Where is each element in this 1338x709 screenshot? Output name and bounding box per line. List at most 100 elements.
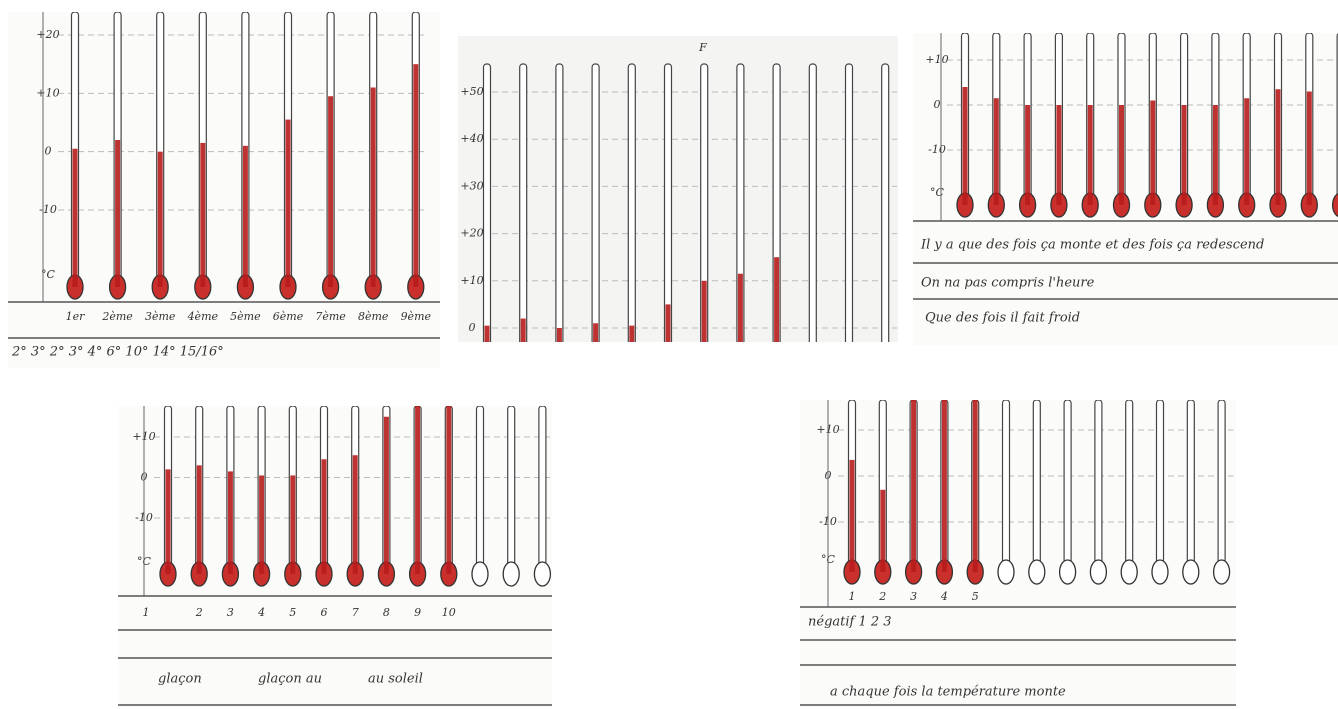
thermometer-tube (1126, 400, 1133, 572)
y-tick-label: +10 (36, 86, 59, 99)
y-tick-label: -10 (39, 203, 57, 216)
thermometer-label: 4ème (187, 310, 219, 323)
mercury (197, 465, 202, 574)
y-tick-label: 0 (934, 98, 941, 111)
mercury (485, 326, 490, 342)
thermometer-label: 8 (383, 606, 390, 619)
thermometer-tube (1003, 400, 1010, 572)
mercury (942, 400, 947, 572)
thermometer-label: 2 (878, 590, 886, 603)
handwritten-note: On na pas compris l'heure (921, 276, 1095, 291)
thermometer-tube (628, 64, 635, 342)
thermometer-label: 3 (910, 590, 917, 603)
thermometer-bulb (998, 560, 1014, 584)
thermometer-label: 10 (442, 606, 456, 619)
mercury (1276, 89, 1281, 205)
mercury (880, 490, 885, 572)
thermometer-label: 6 (321, 606, 328, 619)
mercury (1182, 105, 1187, 205)
handwritten-note: glaçon (158, 672, 202, 687)
mercury (290, 475, 295, 574)
paper (118, 406, 552, 707)
thermometer-tube (665, 64, 672, 342)
mercury (963, 87, 968, 205)
y-tick-label: +20 (460, 227, 483, 240)
mercury (1213, 105, 1218, 205)
mercury (1119, 105, 1124, 205)
mercury (286, 120, 291, 287)
y-tick-label: 0 (45, 145, 52, 158)
unit-label: °C (930, 186, 945, 199)
thermometer-tube (1064, 400, 1071, 572)
thermometer-tube (1095, 400, 1102, 572)
mercury (1244, 98, 1249, 205)
mercury (73, 149, 78, 287)
mercury (557, 328, 562, 342)
thermometer-bulb (1060, 560, 1076, 584)
thermometer-tube (592, 64, 599, 342)
mercury (446, 406, 451, 574)
handwritten-note: a chaque fois la température monte (830, 685, 1066, 700)
mercury (384, 417, 389, 574)
thermometer-tube (1157, 400, 1164, 572)
mercury (200, 143, 205, 287)
thermometer-tube (1187, 400, 1194, 572)
y-tick-label: +10 (460, 274, 483, 287)
mercury (243, 146, 248, 287)
y-tick-label: +20 (36, 28, 59, 41)
panel-title: F (698, 41, 707, 54)
thermometer-label: 5 (289, 606, 296, 619)
thermometer-tube (520, 64, 527, 342)
handwritten-note: au soleil (368, 672, 423, 687)
thermometer-label: 1 (143, 606, 150, 619)
y-tick-label: -10 (928, 143, 946, 156)
thermometer-bulb (503, 562, 519, 586)
mercury (1025, 105, 1030, 205)
mercury (115, 140, 120, 287)
mercury (666, 304, 671, 342)
thermometer-bulb (534, 562, 550, 586)
thermometer-label: 2 (195, 606, 203, 619)
thermometer-tube (1218, 400, 1225, 572)
mercury (1150, 101, 1155, 206)
mercury (228, 471, 233, 574)
mercury (1056, 105, 1061, 205)
mercury (738, 274, 743, 342)
thermometer-tube (1033, 400, 1040, 572)
thermometer-tube (556, 64, 563, 342)
thermometer-label: 9 (414, 606, 421, 619)
thermometer-label: 3 (227, 606, 234, 619)
collage: +20+100-10°C1er2ème3ème4ème5ème6ème7ème8… (0, 0, 1338, 709)
mercury (973, 400, 978, 572)
thermometer-tube (508, 406, 515, 574)
handwritten-note: glaçon au (258, 672, 322, 687)
thermometer-label: 2ème (101, 310, 133, 323)
mercury (521, 319, 526, 342)
mercury (166, 469, 171, 574)
thermometer-label: 8ème (358, 310, 389, 323)
thermometer-label: 5ème (230, 310, 261, 323)
y-tick-label: +30 (460, 179, 483, 192)
thermometer-bulb (1029, 560, 1045, 584)
thermometer-label: 6ème (273, 310, 304, 323)
mercury (371, 88, 376, 288)
mercury (259, 475, 264, 574)
thermometer-tube (477, 406, 484, 574)
mercury (353, 455, 358, 574)
thermometer-bulb (1183, 560, 1199, 584)
thermometer-bulb (1214, 560, 1230, 584)
y-tick-label: +40 (460, 132, 483, 145)
mercury (1307, 92, 1312, 206)
thermometer-tube (882, 64, 889, 342)
thermometer-label: 5 (972, 590, 979, 603)
y-tick-label: 0 (469, 321, 476, 334)
thermometer-label: 4 (257, 606, 265, 619)
thermometer-bulb (472, 562, 488, 586)
mercury (328, 96, 333, 287)
mercury (322, 459, 327, 574)
thermometer-tube (539, 406, 546, 574)
mercury (415, 406, 420, 574)
thermometer-tube (809, 64, 816, 342)
mercury (702, 281, 707, 342)
